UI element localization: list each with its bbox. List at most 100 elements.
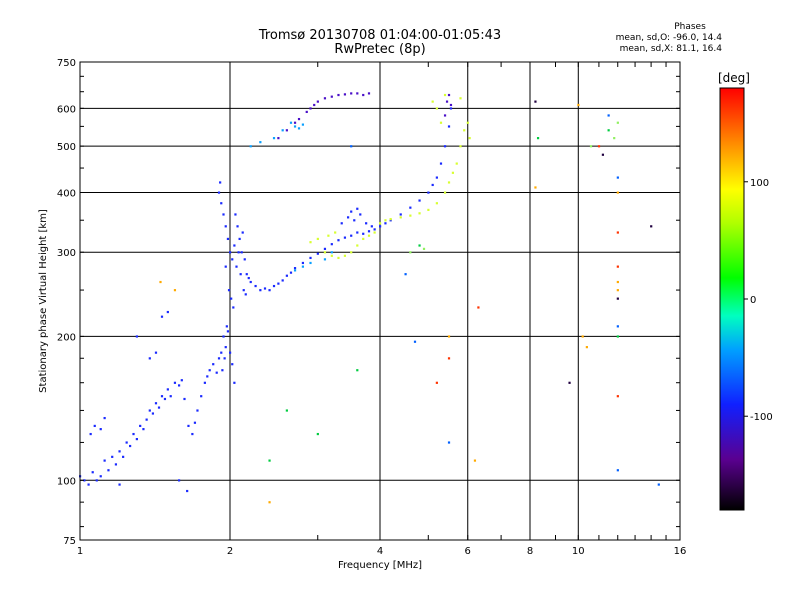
data-point [241,231,244,234]
data-point [337,93,340,97]
data-point [249,145,252,148]
data-point [272,284,276,288]
data-point [449,107,453,110]
data-point [616,191,619,194]
data-point [356,207,359,210]
y-tick-label: 200 [57,332,76,343]
data-point [233,244,236,247]
data-point [234,213,237,216]
data-point [217,191,221,194]
data-point [254,284,257,288]
data-point [468,137,471,140]
data-point [350,145,353,148]
colorbar [719,87,745,511]
data-point [263,287,267,290]
data-point [180,379,183,382]
data-point [350,251,353,254]
data-point [259,289,262,292]
data-point [289,121,293,124]
data-point [125,441,128,444]
data-point [285,274,288,277]
data-point [323,258,327,261]
x-axis-ticks: 1 2 4 6 8 10 16 [77,62,687,557]
data-point [297,117,301,121]
colorbar-label: [deg] [718,71,750,85]
data-point [221,369,224,372]
data-point [356,231,359,234]
data-point [226,237,230,241]
data-point [244,293,247,296]
data-point [139,424,142,428]
data-point [449,103,453,107]
data-point [177,479,181,482]
chart-subtitle: RwPretec (8p) [334,42,426,57]
data-point [135,335,138,338]
data-point [268,289,271,292]
data-point [135,437,138,441]
data-point [99,475,102,478]
data-point [330,254,333,257]
data-point [169,395,172,398]
data-point [601,153,605,156]
data-point [384,222,387,225]
data-point [157,406,161,409]
data-point [373,228,376,231]
data-point [459,145,462,148]
data-point [443,93,447,97]
data-point [293,125,297,128]
data-point [277,282,280,285]
data-point [350,92,353,95]
y-tick-label: 500 [57,142,76,153]
x-tick-label: 16 [674,546,687,557]
data-point [259,141,262,144]
data-point [132,432,135,436]
data-point [227,289,231,292]
chart-title: Tromsø 20130708 01:04:00-01:05:43 [258,28,502,43]
data-point [447,181,451,184]
data-point [173,381,177,384]
data-point [129,444,132,448]
data-point [616,280,619,284]
data-point [238,237,241,241]
data-point [305,110,308,114]
data-point [87,483,90,486]
data-point [215,371,218,374]
data-point [243,258,246,261]
data-point [239,273,242,276]
data-point [222,213,225,216]
data-point [122,455,125,458]
data-point [585,346,588,349]
data-point [330,95,333,98]
data-point [316,237,319,241]
data-point [616,395,619,398]
data-point [285,129,288,132]
data-point [431,183,434,187]
data-point [232,306,235,309]
data-point [389,219,392,222]
data-point [223,357,226,360]
data-point [359,213,362,216]
data-point [435,202,438,205]
data-point [293,267,297,270]
data-point [193,421,197,424]
x-tick-label: 6 [465,546,471,557]
data-point [607,129,610,132]
x-tick-label: 4 [377,546,383,557]
data-point [323,251,327,254]
data-point [225,325,228,328]
data-point [384,219,387,222]
colorbar-tick-label: 100 [750,178,769,189]
data-point [200,395,203,398]
data-point [160,395,164,398]
data-point [151,412,155,415]
data-point [413,340,417,343]
data-point [226,330,230,333]
data-point [229,251,232,254]
data-point [455,162,458,165]
data-point [309,107,312,110]
data-point [607,114,610,117]
data-point [281,279,284,282]
data-point [439,121,443,124]
data-point [301,265,305,268]
data-point [616,289,619,292]
